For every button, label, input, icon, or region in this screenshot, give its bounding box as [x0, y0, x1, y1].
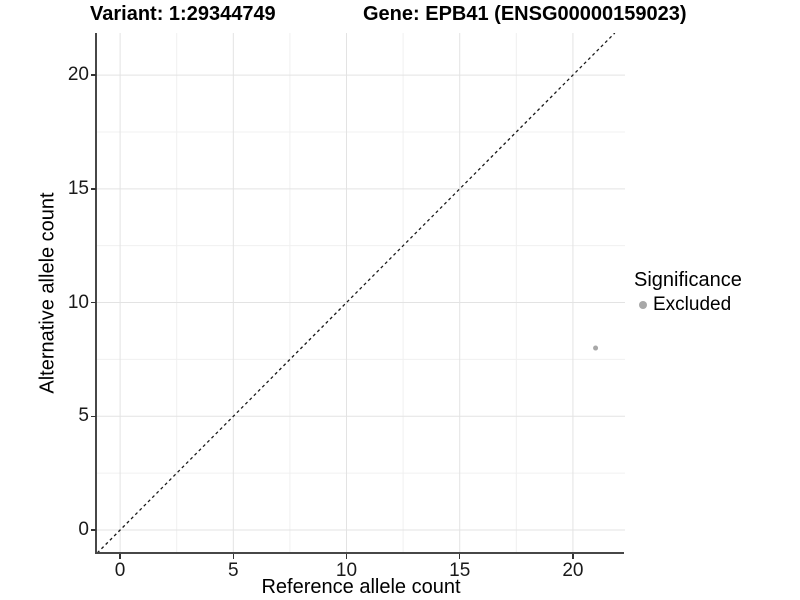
x-tick-label: 0: [114, 560, 126, 581]
x-tick-mark: [232, 554, 235, 559]
x-tick-mark: [572, 554, 574, 559]
data-point: [593, 345, 599, 351]
plot-title-gene: Gene: EPB41 (ENSG00000159023): [363, 3, 687, 25]
legend-label: Excluded: [653, 294, 732, 315]
x-tick-mark: [458, 554, 461, 559]
y-tick-mark: [91, 188, 96, 190]
x-axis-line: [95, 552, 624, 554]
y-tick-mark: [91, 415, 96, 418]
x-tick-label: 15: [449, 560, 471, 581]
legend-point-icon: [639, 300, 647, 309]
x-axis-title: Reference allele count: [261, 576, 461, 598]
plot-panel: [97, 33, 625, 553]
legend: Significance Excluded: [634, 269, 742, 315]
y-tick-mark: [91, 301, 96, 304]
x-tick-label: 5: [228, 560, 239, 581]
legend-title: Significance: [634, 269, 742, 291]
identity-line: [97, 33, 616, 553]
y-tick-mark: [91, 529, 96, 531]
y-axis-title: Alternative allele count: [36, 192, 59, 394]
y-axis-line: [95, 33, 97, 554]
y-tick-label: 20: [67, 64, 89, 86]
y-tick-label: 15: [67, 177, 89, 199]
x-tick-mark: [345, 554, 348, 559]
plot-title-variant: Variant: 1:29344749: [90, 3, 276, 25]
x-tick-mark: [119, 554, 121, 559]
x-tick-label: 10: [335, 560, 358, 581]
y-tick-label: 10: [67, 291, 89, 313]
legend-entries: Excluded: [634, 294, 742, 315]
y-tick-mark: [91, 74, 96, 76]
y-tick-label: 5: [78, 405, 89, 427]
legend-entry: Excluded: [634, 294, 742, 315]
x-tick-label: 20: [562, 560, 584, 581]
y-tick-label: 0: [78, 519, 89, 541]
